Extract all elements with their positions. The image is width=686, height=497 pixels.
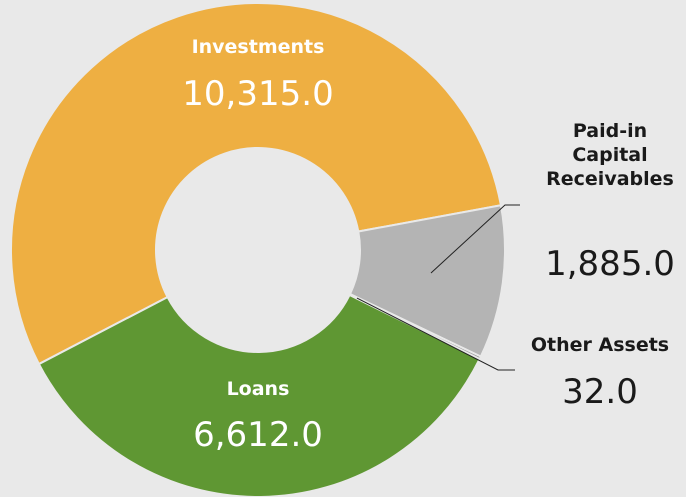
slice-value: 1,885.0 <box>545 244 675 284</box>
slice-label: Loans <box>226 378 290 400</box>
slice-value: 10,315.0 <box>182 74 334 114</box>
slice-label: Other Assets <box>530 334 670 356</box>
leader-line <box>430 204 520 274</box>
slice-label: Investments <box>191 36 325 58</box>
donut-slice <box>37 293 481 497</box>
donut-slice <box>10 2 503 366</box>
slice-value: 32.0 <box>562 372 638 412</box>
slice-value: 6,612.0 <box>193 415 323 455</box>
slice-label: Paid-in Capital Receivables <box>546 120 674 190</box>
leader-line <box>356 297 515 371</box>
